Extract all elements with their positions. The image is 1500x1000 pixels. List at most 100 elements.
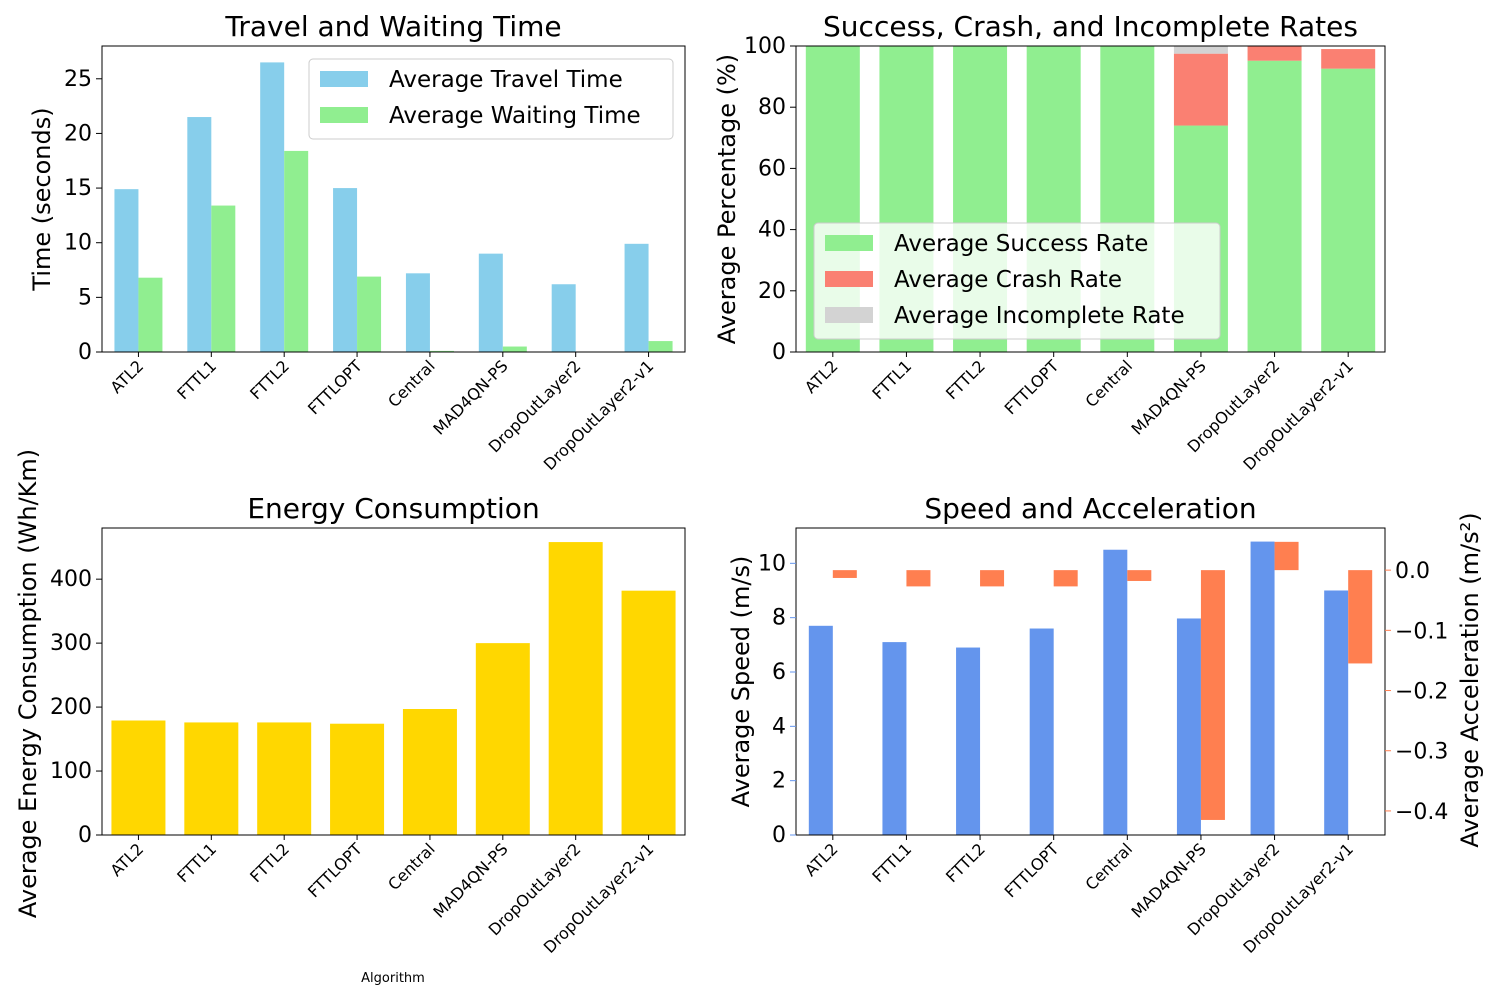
bar-waiting xyxy=(648,341,673,352)
x-tick-label: Central xyxy=(384,839,439,894)
y-tick-label-right: 0.0 xyxy=(1395,559,1430,584)
y-axis-label: Average Percentage (%) xyxy=(713,54,741,344)
bar-acceleration xyxy=(1348,570,1373,664)
bar-waiting xyxy=(211,205,236,352)
chart-title: Energy Consumption xyxy=(247,492,539,525)
chart-title: Success, Crash, and Incomplete Rates xyxy=(823,10,1358,43)
bar-incomplete xyxy=(1173,46,1228,54)
legend-label: Average Incomplete Rate xyxy=(894,303,1185,329)
x-tick-label: FTTL1 xyxy=(868,839,915,886)
y-tick-label: 0 xyxy=(78,340,92,365)
bar-acceleration xyxy=(906,570,931,587)
y-tick-label: 20 xyxy=(64,121,92,146)
y-axis-label: Average Speed (m/s) xyxy=(727,556,755,808)
bar-waiting xyxy=(429,350,454,352)
y-axis-label: Average Energy Consumption (Wh/Km) xyxy=(14,449,42,918)
y-tick-label-right: −0.4 xyxy=(1395,800,1448,825)
y-tick-label: 6 xyxy=(772,660,786,685)
bar-success xyxy=(1247,60,1302,353)
bar-acceleration xyxy=(980,570,1005,587)
legend-swatch xyxy=(825,271,873,287)
x-tick-label: Central xyxy=(1082,839,1137,894)
bar-acceleration xyxy=(1053,570,1078,587)
legend-label: Average Waiting Time xyxy=(389,103,641,129)
y-tick-label: 200 xyxy=(50,695,92,720)
bar-energy xyxy=(111,720,166,835)
chart-panel-3: Energy Consumption ATL2 FTTL1 FTTL2 FTTLOPT C… xyxy=(14,449,686,986)
y-tick-label: 20 xyxy=(758,279,786,304)
y-tick-label: 10 xyxy=(758,551,786,576)
x-tick-label: ATL2 xyxy=(801,839,842,880)
x-tick-label: MAD4QN-PS xyxy=(429,839,511,921)
plot-frame xyxy=(795,527,1386,836)
y-tick-label: 15 xyxy=(64,176,92,201)
y-tick-label: 40 xyxy=(758,218,786,243)
y-tick-label: 8 xyxy=(772,606,786,631)
x-tick-label: FTTL2 xyxy=(246,356,293,403)
x-tick-label: MAD4QN-PS xyxy=(1127,356,1209,438)
chart-title: Travel and Waiting Time xyxy=(224,10,561,43)
bar-travel xyxy=(114,189,139,352)
x-tick-label: FTTLOPT xyxy=(1001,839,1063,901)
bar-speed xyxy=(956,647,981,835)
x-tick-label: FTTL1 xyxy=(173,839,220,886)
bar-crash xyxy=(1247,46,1302,61)
legend-swatch xyxy=(320,71,368,87)
bar-energy xyxy=(548,542,603,835)
legend-swatch xyxy=(320,107,368,123)
y-tick-label-right: −0.3 xyxy=(1395,740,1448,765)
x-tick-label: FTTL2 xyxy=(246,839,293,886)
chart-panel-1: Travel and Waiting Time ATL2 FTTL1 FTTL2 FTT… xyxy=(28,10,686,474)
y-axis-label: Average Acceleration (m/s²) xyxy=(1456,512,1484,847)
y-tick-label: 4 xyxy=(772,714,786,739)
x-axis-label: Algorithm xyxy=(361,971,425,986)
bar-acceleration xyxy=(1200,570,1225,820)
x-tick-label: FTTL2 xyxy=(942,356,989,403)
bar-speed xyxy=(1103,549,1128,835)
y-tick-label: 60 xyxy=(758,156,786,181)
x-tick-label: ATL2 xyxy=(107,839,148,880)
bar-waiting xyxy=(357,276,382,352)
y-tick-label: 80 xyxy=(758,95,786,120)
x-tick-label: FTTL1 xyxy=(868,356,915,403)
y-tick-label: 300 xyxy=(50,631,92,656)
bar-speed xyxy=(1250,541,1275,835)
legend-label: Average Travel Time xyxy=(389,67,623,93)
bar-speed xyxy=(882,642,907,835)
legend-label: Average Crash Rate xyxy=(894,267,1122,293)
y-tick-label: 25 xyxy=(64,67,92,92)
bar-energy xyxy=(621,590,676,835)
y-tick-label-right: −0.1 xyxy=(1395,619,1448,644)
x-tick-label: FTTL1 xyxy=(173,356,220,403)
bar-waiting xyxy=(138,277,163,352)
bar-speed xyxy=(1324,590,1349,835)
bar-travel xyxy=(187,117,212,353)
bar-travel xyxy=(551,284,576,352)
bar-energy xyxy=(257,722,312,835)
x-tick-label: MAD4QN-PS xyxy=(1127,839,1209,921)
y-tick-label: 100 xyxy=(50,759,92,784)
y-tick-label: 10 xyxy=(64,231,92,256)
x-tick-label: ATL2 xyxy=(801,356,842,397)
x-tick-label: MAD4QN-PS xyxy=(429,356,511,438)
y-tick-label: 2 xyxy=(772,769,786,794)
chart-panel-2: Success, Crash, and Incomplete Rates ATL2… xyxy=(713,10,1386,474)
bar-crash xyxy=(1321,49,1376,69)
plot-frame xyxy=(101,527,686,836)
legend-swatch xyxy=(825,307,873,323)
bar-speed xyxy=(808,625,833,835)
bar-acceleration xyxy=(1274,541,1299,571)
y-axis-label: Time (seconds) xyxy=(28,107,56,291)
bar-energy xyxy=(330,723,385,835)
chart-panel-4: Speed and Acceleration ATL2 FTTL1 FTTL2 FTTL… xyxy=(727,492,1484,957)
legend: Average Success Rate Average Crash Rate Av… xyxy=(813,222,1221,340)
y-tick-label: 400 xyxy=(50,567,92,592)
y-tick-label-right: −0.2 xyxy=(1395,680,1448,705)
bar-energy xyxy=(402,709,457,835)
bar-success xyxy=(1321,68,1376,353)
bar-waiting xyxy=(502,346,527,352)
bar-crash xyxy=(1173,53,1228,126)
bar-travel xyxy=(333,188,358,352)
bar-acceleration xyxy=(1127,570,1152,581)
bar-waiting xyxy=(284,150,309,352)
